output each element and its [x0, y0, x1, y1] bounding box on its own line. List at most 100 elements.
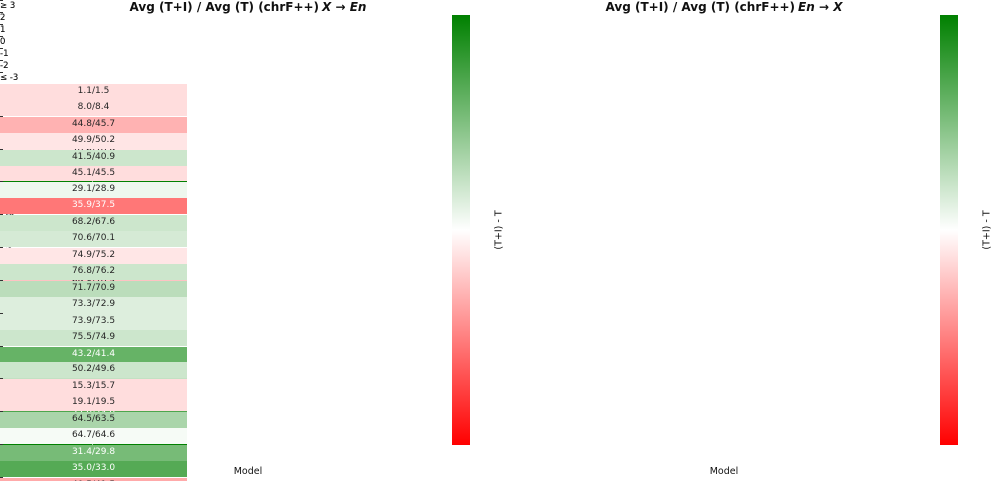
y-tick-mark [0, 476, 3, 478]
heatmap-cell: 71.7/70.9 [0, 280, 187, 297]
colorbar-tick-label: 2 [0, 13, 6, 23]
colorbar-tick-label: ≤ -3 [0, 73, 19, 83]
x-axis-label: Model [709, 466, 739, 477]
y-tick-mark [0, 159, 3, 161]
heatmap-cell: 35.0/33.0 [0, 460, 187, 477]
colorbar-tick-label: 0 [0, 37, 6, 47]
heatmap-cell: 73.9/73.5 [0, 313, 187, 330]
y-tick-mark [0, 312, 3, 314]
colorbar-tick-mark [0, 24, 3, 25]
colorbar-tick-mark [0, 12, 3, 13]
chart-title-prefix: Avg (T+I) / Avg (T) (chrF++) [129, 0, 320, 14]
x-axis-label: Model [233, 466, 263, 477]
colorbar-tick-label: -2 [0, 61, 9, 71]
colorbar-label: (T+I) - T [493, 210, 505, 250]
colorbar-tick-mark [0, 48, 3, 49]
chart-title-prefix: Avg (T+I) / Avg (T) (chrF++) [605, 0, 796, 14]
colorbar-tick-label: -1 [0, 49, 9, 59]
y-tick-mark [0, 115, 3, 117]
colorbar-tick-mark [0, 48, 3, 49]
colorbar-tick-label: 2 [0, 13, 6, 23]
heatmap-cell: 75.5/74.9 [0, 329, 187, 346]
heatmap-cell: 55.2/48.1 [0, 215, 187, 232]
heatmap-cell: 73.3/72.9 [0, 296, 187, 313]
colorbar-tick-label: 1 [0, 25, 6, 35]
row-label: ar_egy [26, 160, 55, 171]
colorbar-label: (T+I) - T [981, 210, 993, 250]
colorbar-tick-mark [0, 72, 3, 73]
heatmap-cell: 30.2/22.9 [0, 99, 187, 116]
chart-title-direction: En → X [798, 0, 843, 14]
y-tick-mark [0, 345, 3, 347]
heatmap-cell: 69.8/70.5 [0, 275, 187, 292]
heatmap-cell: 35.9/37.5 [0, 198, 187, 215]
heatmap-cell: 68.6/69.3 [0, 259, 187, 276]
colorbar [452, 15, 470, 445]
y-tick-mark [0, 422, 3, 424]
colorbar-tick-label: ≤ -3 [0, 73, 19, 83]
y-tick-mark [0, 378, 3, 380]
y-tick-mark [0, 334, 3, 336]
y-tick-mark [0, 148, 3, 150]
chart-title-x-to-en: Avg (T+I) / Avg (T) (chrF++) X → En [48, 0, 448, 14]
chart-title-direction: X → En [322, 0, 367, 14]
heatmap-cell: 61.4/60.9 [0, 231, 187, 248]
colorbar-tick-mark [0, 36, 3, 37]
heatmap-cell: 74.9/75.2 [0, 248, 187, 264]
y-tick-mark [0, 411, 3, 413]
heatmap-cell: 19.1/19.5 [0, 395, 187, 412]
heatmap-cell: 53.6/50.5 [0, 434, 187, 451]
row-label: es_chl [28, 335, 55, 346]
heatmap-cell: 31.4/29.8 [0, 444, 187, 461]
y-tick-mark [0, 291, 3, 293]
y-axis-label: Language [3, 206, 15, 254]
heatmap-cell: 76.8/75.0 [0, 390, 187, 407]
heatmap-cell: 54.5/51.5 [0, 171, 187, 188]
y-tick-mark [0, 115, 3, 117]
colorbar-tick-label: -1 [0, 49, 9, 59]
y-tick-mark [0, 203, 3, 205]
row-label: fil_phl [29, 467, 55, 478]
colorbar-tick-mark [0, 60, 3, 61]
colorbar-tick-mark [0, 24, 3, 25]
colorbar-tick-mark [0, 60, 3, 61]
heatmap-cell: 76.6/76.1 [0, 318, 187, 335]
row-label: amh_eth [17, 116, 55, 127]
y-tick-mark [0, 279, 3, 281]
colorbar-tick-mark [0, 12, 3, 13]
y-tick-mark [0, 181, 3, 183]
colorbar-tick-label: 0 [0, 37, 6, 47]
row-label: es_ecu [25, 379, 55, 390]
heatmap-cell: 62.3/61.6 [0, 127, 187, 144]
heatmap-cell: 68.2/67.6 [0, 215, 187, 232]
heatmap-cell: 41.5/40.9 [0, 149, 187, 166]
heatmap-cell: 43.2/41.4 [0, 346, 187, 363]
heatmap-cell: 49.9/50.2 [0, 132, 187, 149]
y-tick-mark [0, 466, 3, 468]
row-label: es_arg [27, 292, 55, 303]
y-tick-mark [0, 378, 3, 380]
heatmap-cell: 70.6/70.1 [0, 231, 187, 248]
heatmap-cell: 62.9/61.1 [0, 450, 187, 467]
heatmap-cell: 74.4/74.2 [0, 346, 187, 363]
colorbar-tick-label: -2 [0, 61, 9, 71]
heatmap-cell: 77.0/74.9 [0, 406, 187, 423]
heatmap-cell: 59.0/57.4 [0, 187, 187, 204]
heatmap-cell: 70.6/70.9 [0, 143, 187, 160]
colorbar-tick-mark [0, 72, 3, 73]
heatmap-cell: 44.8/45.7 [0, 116, 187, 133]
heatmap-cell: 75.4/74.7 [0, 362, 187, 379]
heatmap-cell: 64.5/63.5 [0, 412, 187, 429]
heatmap-cell: 20.5/13.2 [0, 84, 187, 100]
heatmap-cell: 15.3/15.7 [0, 379, 187, 396]
row-label: es_mex [22, 423, 55, 434]
colorbar [940, 15, 958, 445]
heatmap-cell: 1.1/1.5 [0, 84, 187, 100]
heatmap-cell: 29.1/28.9 [0, 182, 187, 199]
heatmap-cell: 45.1/45.5 [0, 165, 187, 182]
y-tick-mark [0, 443, 3, 445]
colorbar-tick-label: 1 [0, 25, 6, 35]
heatmap-cell: 64.7/64.6 [0, 428, 187, 444]
heatmap-cell: 50.2/49.6 [0, 362, 187, 379]
